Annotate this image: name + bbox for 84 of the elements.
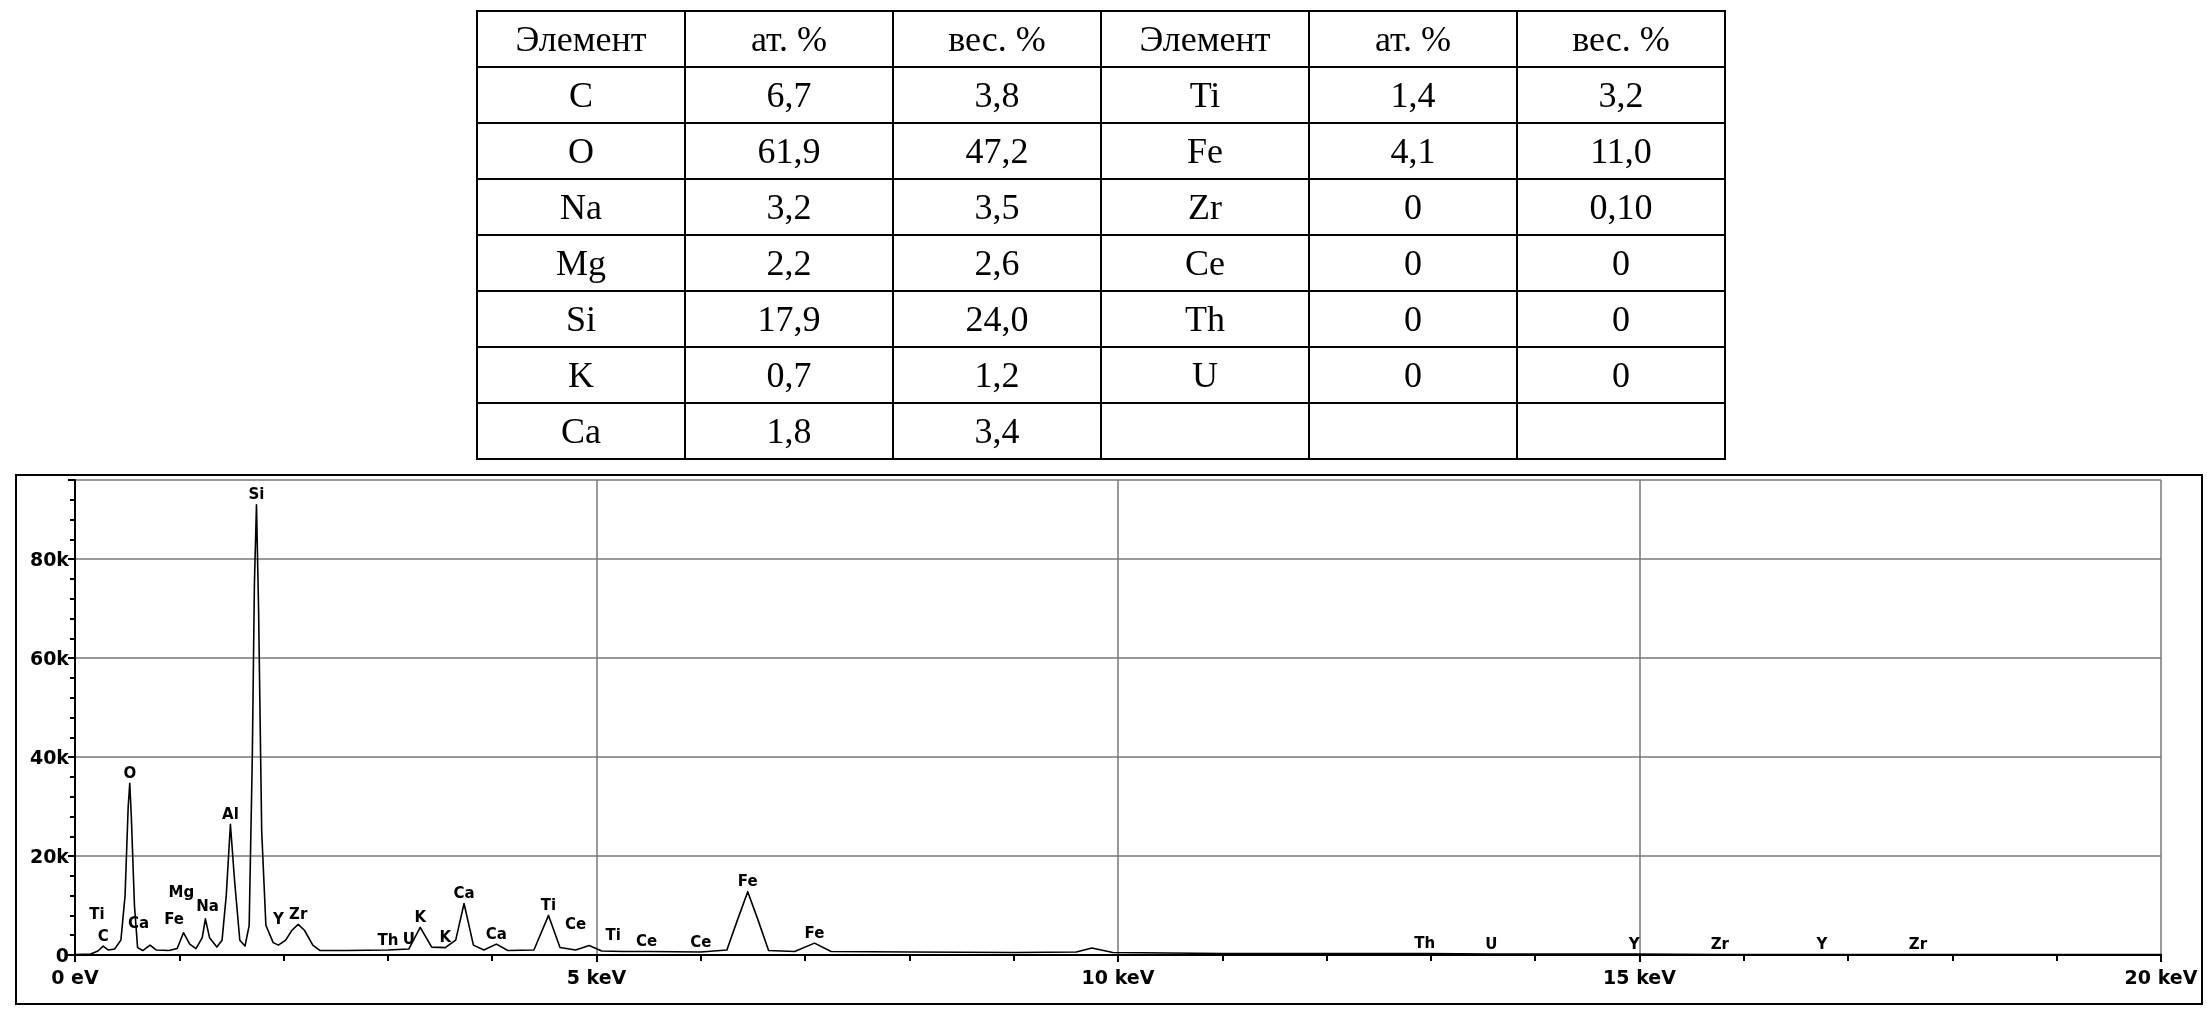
text: Ca: [477, 403, 685, 459]
text: 24,0: [893, 291, 1101, 347]
x-tick-label: 0 eV: [51, 965, 99, 988]
text: 47,2: [893, 123, 1101, 179]
annotation: K: [439, 928, 453, 947]
annotation: Fe: [164, 909, 184, 928]
annotation: Ti: [89, 904, 105, 923]
text: ат. %: [1309, 11, 1517, 67]
annotation: K: [414, 907, 428, 926]
text: 0: [1517, 291, 1725, 347]
annotation: Zr: [289, 904, 308, 923]
text: 6,7: [685, 67, 893, 123]
text: Zr: [1101, 179, 1309, 235]
text: вес. %: [893, 11, 1101, 67]
text: 4,1: [1309, 123, 1517, 179]
text: 17,9: [685, 291, 893, 347]
y-tick-label: 20k: [29, 845, 70, 868]
text: 0,10: [1517, 179, 1725, 235]
y-tick-label: 60k: [29, 647, 70, 670]
annotation: U: [1485, 934, 1498, 953]
text: 0: [1517, 235, 1725, 291]
text: 3,8: [893, 67, 1101, 123]
text: 2,6: [893, 235, 1101, 291]
annotation: Fe: [737, 872, 758, 891]
text: K: [477, 347, 685, 403]
text: 3,4: [893, 403, 1101, 459]
text: C: [477, 67, 685, 123]
x-tick-label: 5 keV: [566, 965, 627, 988]
text: 0,7: [685, 347, 893, 403]
y-tick-label: 0: [55, 944, 69, 966]
text: 0: [1517, 347, 1725, 403]
text: 1,2: [893, 347, 1101, 403]
annotation: Ti: [605, 926, 621, 945]
annotation: Zr: [1908, 935, 1928, 954]
y-tick-label: 80k: [29, 548, 70, 571]
annotation: U: [402, 929, 415, 948]
annotation: Th: [377, 930, 399, 949]
text: U: [1101, 347, 1309, 403]
annotation: Zr: [1710, 935, 1730, 954]
annotation: Y: [271, 909, 285, 928]
annotation: Si: [248, 485, 265, 504]
annotation: Y: [1815, 935, 1829, 954]
text: 1,8: [685, 403, 893, 459]
annotation: O: [123, 763, 137, 782]
text: Fe: [1101, 123, 1309, 179]
text: 1,4: [1309, 67, 1517, 123]
text: O: [477, 123, 685, 179]
text: 11,0: [1517, 123, 1725, 179]
annotation: Mg: [168, 883, 195, 902]
text: Ce: [1101, 235, 1309, 291]
text: Элемент: [477, 11, 685, 67]
text: 0: [1309, 179, 1517, 235]
x-tick-label: 20 keV: [2124, 965, 2198, 988]
annotation: Ce: [565, 914, 587, 933]
annotation: Th: [1414, 934, 1436, 953]
text: Mg: [477, 235, 685, 291]
text: 3,5: [893, 179, 1101, 235]
annotation: Ca: [485, 924, 507, 943]
x-tick-label: 15 keV: [1603, 965, 1677, 988]
annotation: C: [97, 926, 109, 945]
x-tick-label: 10 keV: [1081, 965, 1155, 988]
annotation: Ce: [635, 932, 658, 951]
text: 3,2: [685, 179, 893, 235]
annotation: Na: [196, 897, 219, 916]
y-tick-label: 40k: [29, 746, 70, 769]
text: Si: [477, 291, 685, 347]
annotation: Ce: [690, 932, 712, 951]
text: 0: [1309, 347, 1517, 403]
text: 0: [1309, 235, 1517, 291]
annotation: Y: [1627, 934, 1641, 953]
text: 3,2: [1517, 67, 1725, 123]
text: вес. %: [1517, 11, 1725, 67]
text: Ti: [1101, 67, 1309, 123]
annotation: Ca: [453, 884, 475, 903]
text: 2,2: [685, 235, 893, 291]
annotation: Ti: [540, 895, 557, 914]
annotation: Fe: [804, 923, 825, 942]
text: ат. %: [685, 11, 893, 67]
text: Элемент: [1101, 11, 1309, 67]
annotation: Al: [222, 804, 239, 823]
text: Na: [477, 179, 685, 235]
text: 0: [1309, 291, 1517, 347]
text: 61,9: [685, 123, 893, 179]
text: Th: [1101, 291, 1309, 347]
